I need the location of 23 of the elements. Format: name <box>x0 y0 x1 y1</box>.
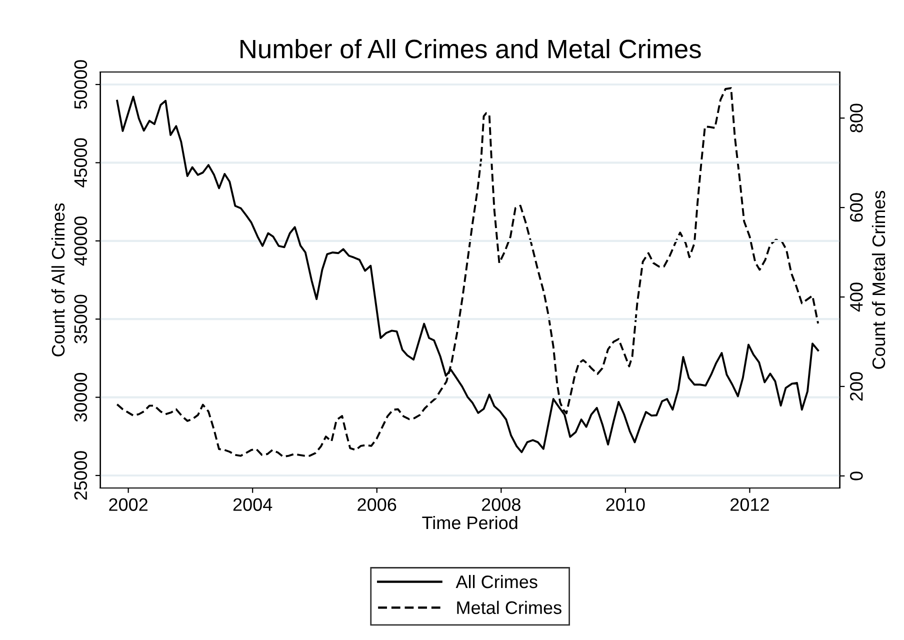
y-tick-label: 25000 <box>74 451 88 500</box>
y-tick-label: 30000 <box>74 372 88 422</box>
y-axis-title: Count of All Crimes <box>51 203 65 356</box>
x-axis-title: Time Period <box>422 516 518 530</box>
y2-tick-label: 800 <box>850 104 863 132</box>
y2-tick-label: 200 <box>850 372 863 401</box>
y-tick-label: 35000 <box>74 294 88 344</box>
legend-label: All Crimes <box>456 574 538 588</box>
y-tick-label: 45000 <box>74 138 88 188</box>
x-tick-label: 2006 <box>358 498 396 511</box>
x-tick-label: 2008 <box>482 498 520 511</box>
y2-tick-label: 400 <box>850 282 863 312</box>
y-tick-label: 50000 <box>74 60 88 109</box>
legend-label: Metal Crimes <box>457 600 562 614</box>
y2-axis-title: Count of Metal Crimes <box>872 190 886 369</box>
x-tick-label: 2012 <box>730 498 769 511</box>
y2-tick-label: 600 <box>850 193 863 222</box>
x-tick-label: 2010 <box>606 498 645 511</box>
y2-tick-label: 0 <box>850 472 863 480</box>
y-tick-label: 40000 <box>74 216 88 266</box>
x-tick-label: 2004 <box>233 498 272 511</box>
x-tick-label: 2002 <box>109 498 148 511</box>
chart-title: Number of All Crimes and Metal Crimes <box>240 38 701 58</box>
